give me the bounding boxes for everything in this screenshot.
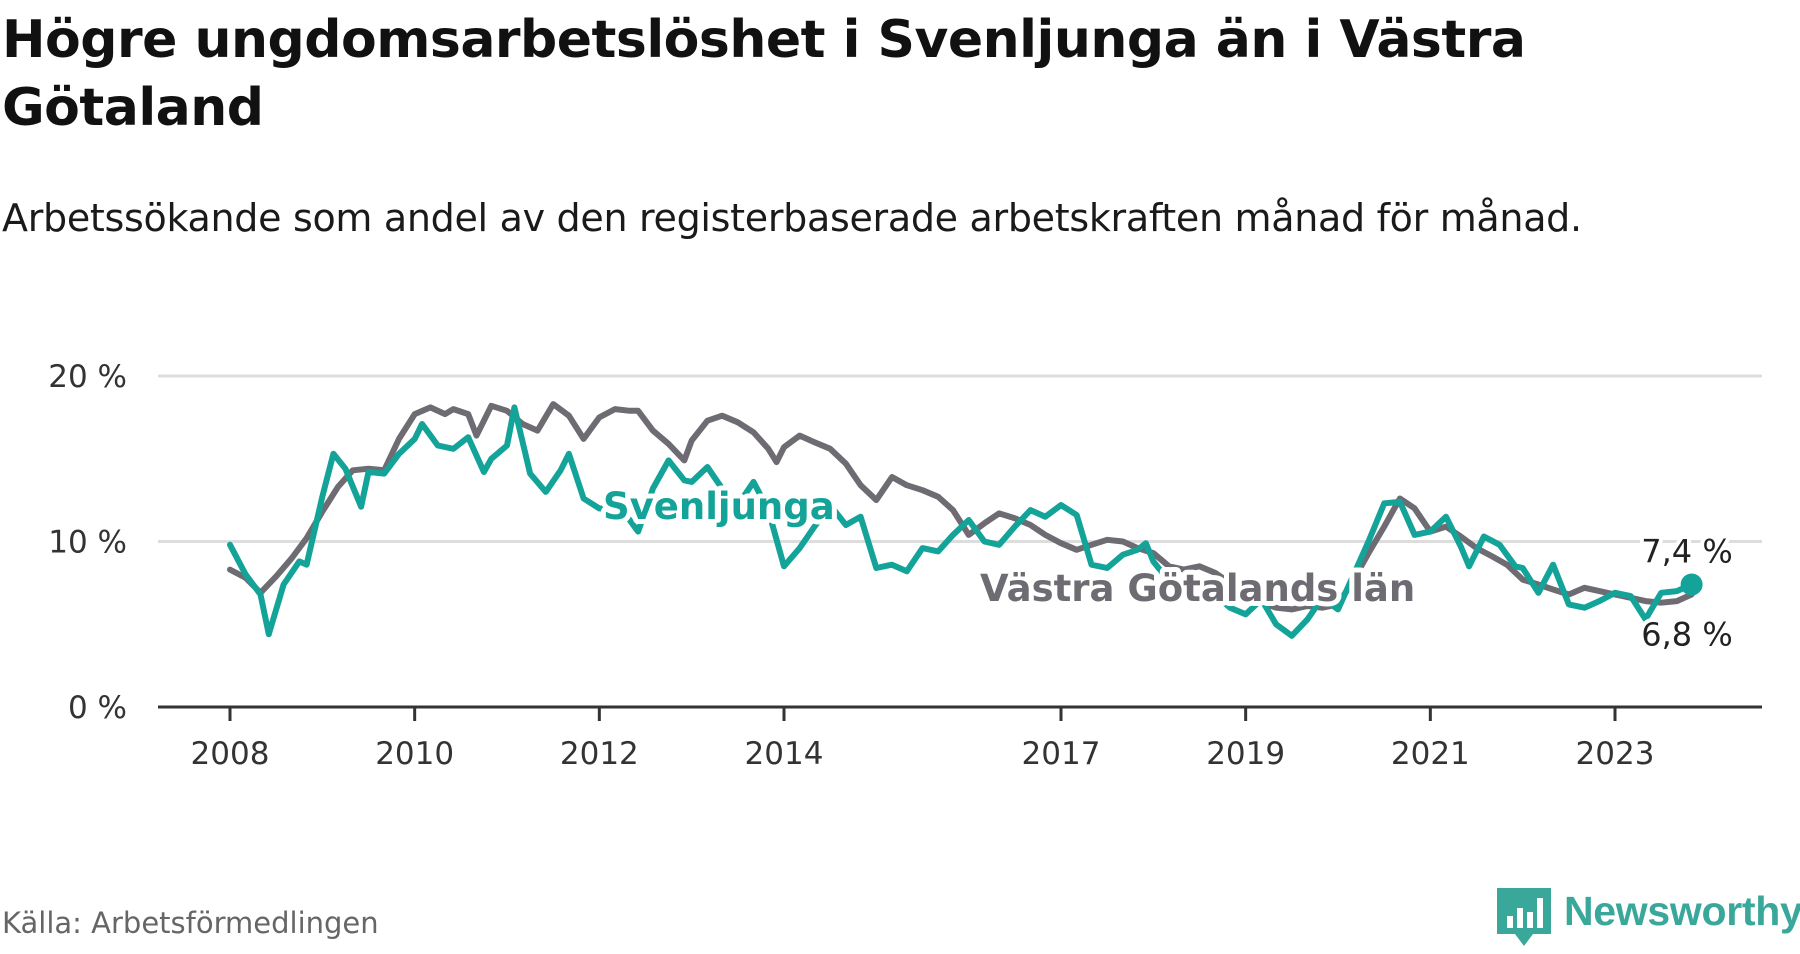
line-vastra-gotaland	[227, 401, 1695, 613]
y-axis-ticks: 0 % 10 % 20 %	[48, 359, 127, 726]
svenljunga-end-value: 7,4 %	[1641, 533, 1732, 571]
x-tick-label: 2023	[1576, 736, 1655, 772]
y-tick-label: 0 %	[68, 690, 127, 726]
vastra-gotaland-label: Västra Götalands län	[980, 567, 1415, 610]
chart-subtitle: Arbetssökande som andel av den registerb…	[2, 196, 1582, 240]
line-svenljunga	[227, 404, 1695, 639]
x-tick-label: 2008	[191, 736, 270, 772]
y-tick-label: 20 %	[48, 359, 127, 395]
svenljunga-end-point	[1680, 573, 1703, 596]
series-lines	[227, 401, 1703, 639]
x-tick-label: 2019	[1206, 736, 1285, 772]
x-tick-label: 2017	[1022, 736, 1101, 772]
brand-name[interactable]: Newsworthy	[1564, 888, 1800, 934]
x-tick-label: 2021	[1391, 736, 1470, 772]
x-axis: 2008 2010 2012 2014 2017 2019 2021 2023	[158, 705, 1762, 772]
chart-title: Högre ungdomsarbetslöshet i Svenljunga ä…	[2, 10, 1526, 138]
svenljunga-label: Svenljunga	[603, 485, 835, 528]
x-tick-label: 2010	[375, 736, 454, 772]
line-chart: 0 % 10 % 20 % 2008 2010 2012 2014 2017 2019 2021…	[48, 359, 1762, 772]
series-labels: Svenljunga Västra Götalands län 7,4 % 6,8 %	[598, 480, 1737, 657]
x-tick-label: 2014	[745, 736, 824, 772]
y-tick-label: 10 %	[48, 525, 127, 561]
vastra-gotaland-end-value: 6,8 %	[1641, 615, 1732, 653]
source-note: Källa: Arbetsförmedlingen	[2, 906, 379, 940]
x-tick-label: 2012	[560, 736, 639, 772]
newsworthy-logo-icon[interactable]	[1493, 884, 1555, 954]
